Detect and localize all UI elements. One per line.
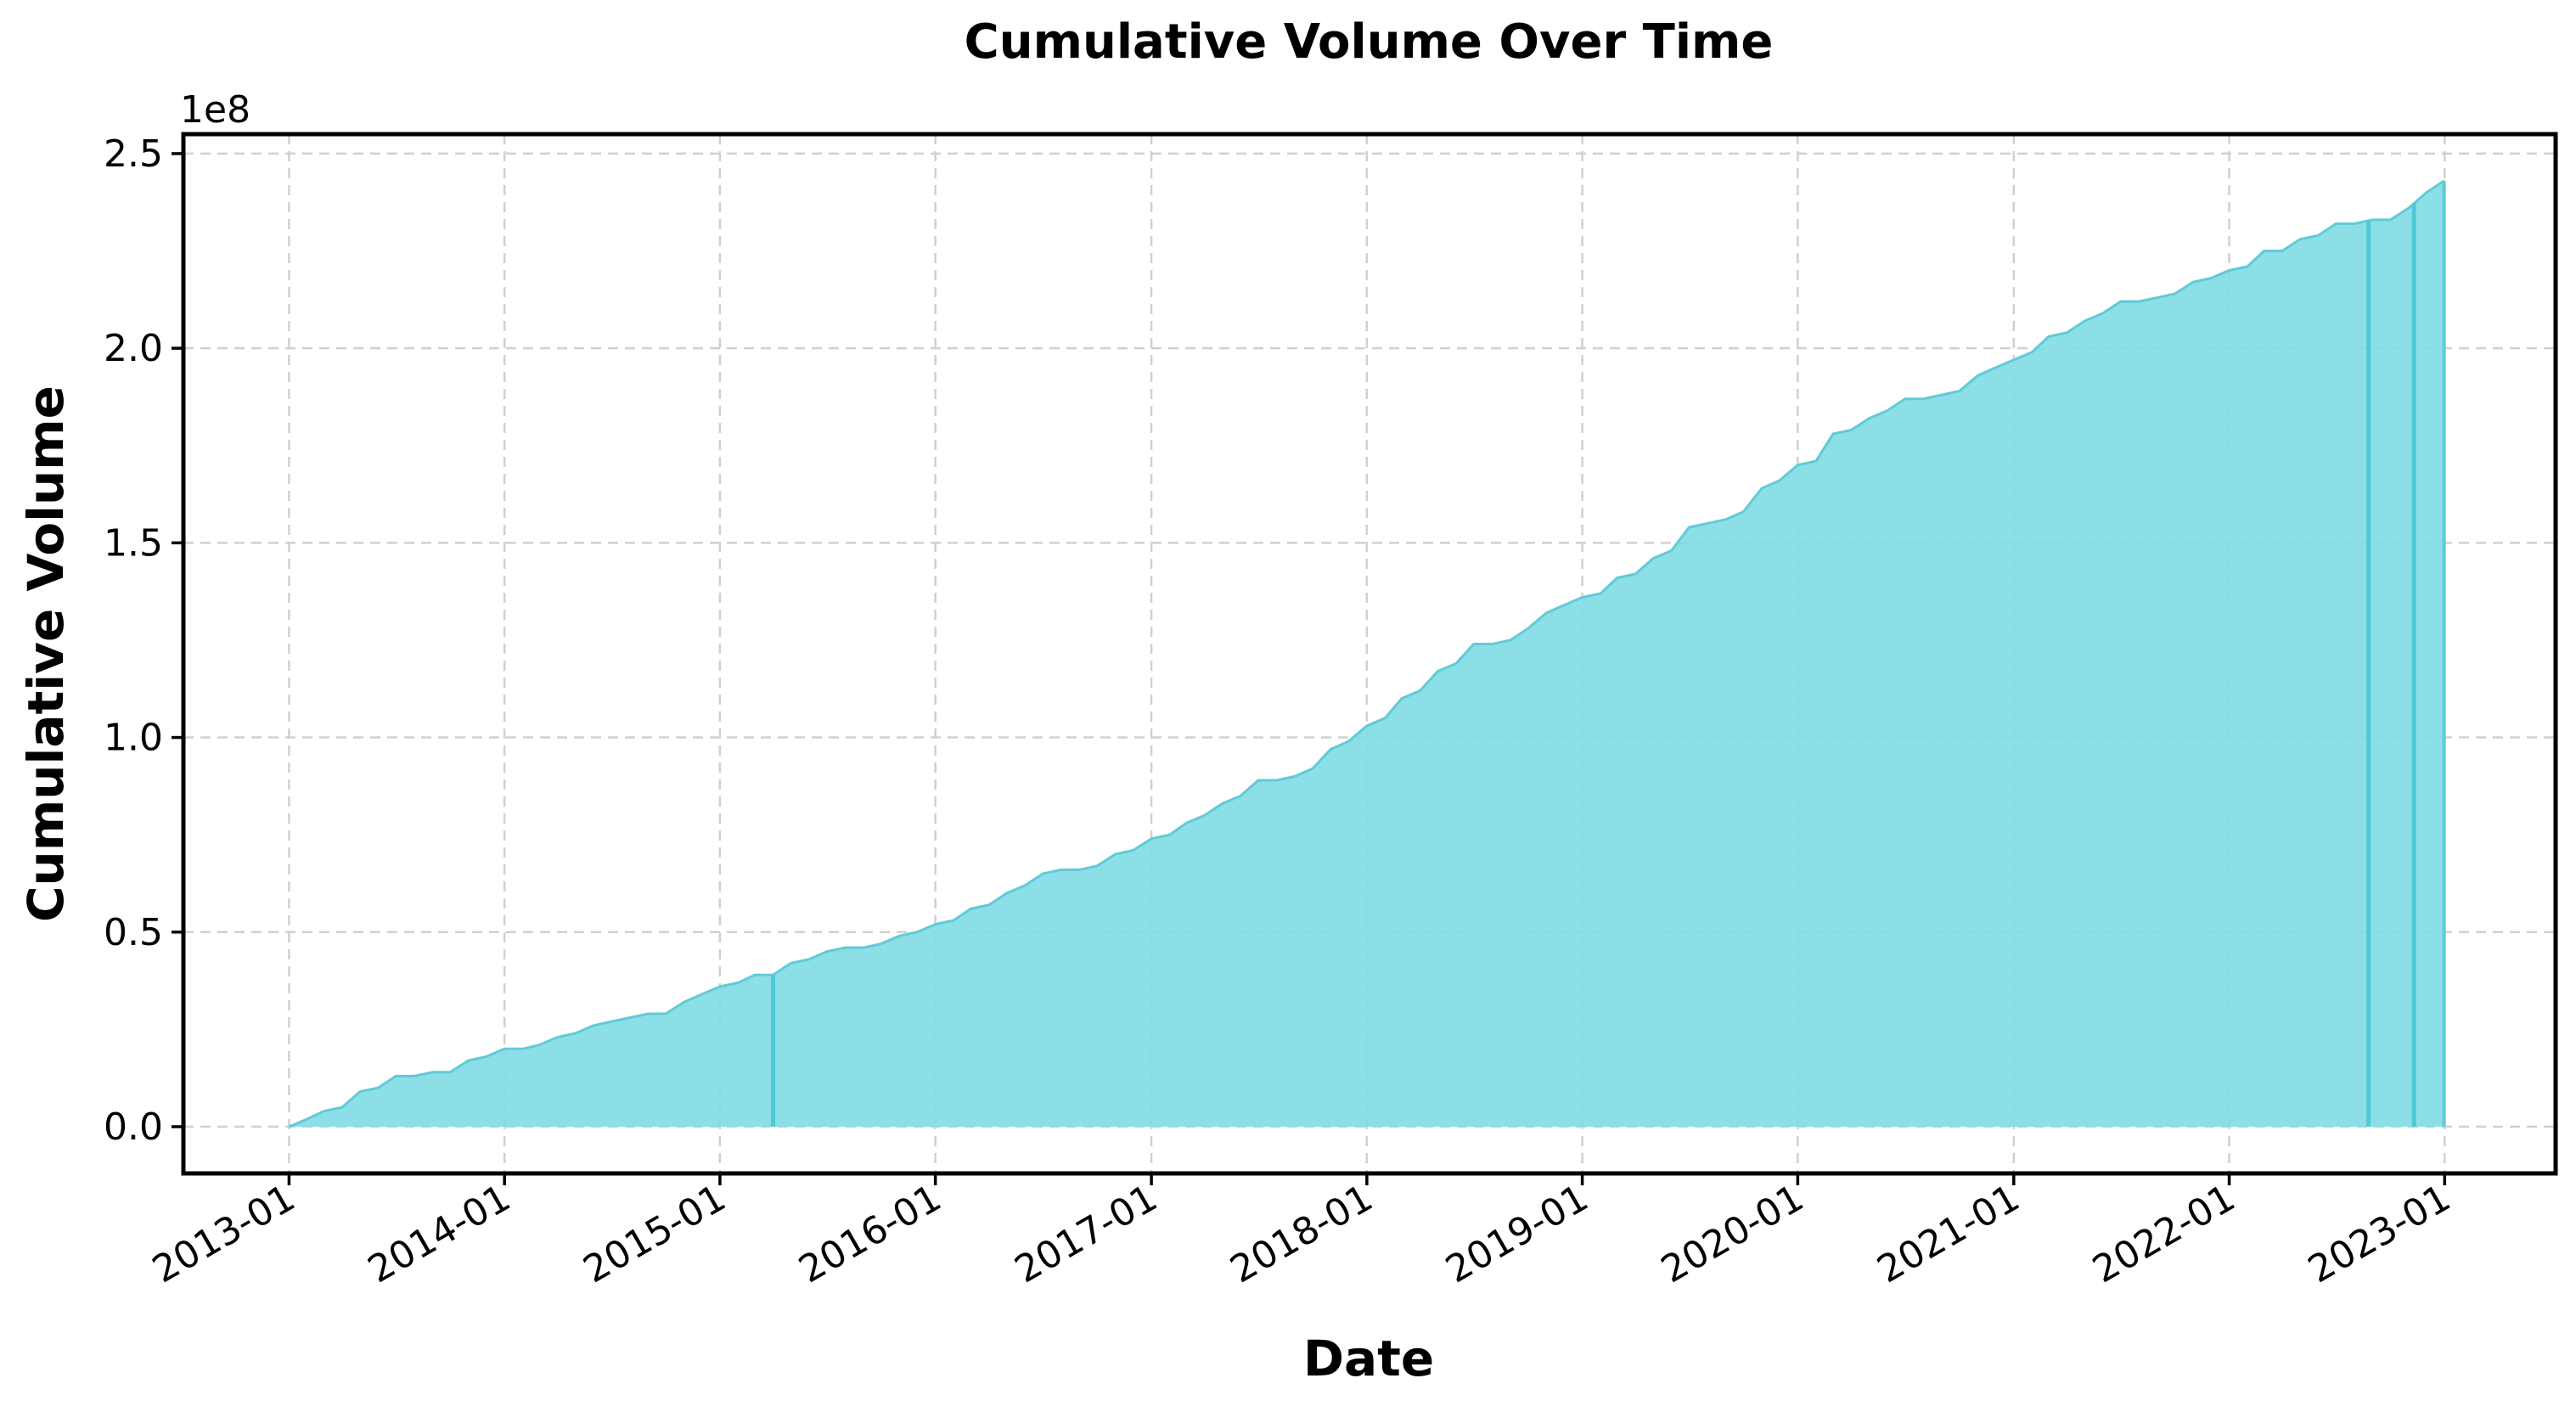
x-axis-label: Date	[1303, 1330, 1434, 1387]
x-tick-label: 2015-01	[577, 1176, 734, 1291]
y-tick-label: 0.0	[104, 1105, 163, 1149]
vertical-markers	[771, 203, 2416, 1127]
x-tick-label: 2013-01	[145, 1176, 302, 1291]
y-axis: 0.0 0.5 1.0 1.5 2.0 2.5	[104, 132, 183, 1149]
y-axis-label: Cumulative Volume	[17, 385, 75, 922]
y-tick-label: 1.0	[104, 717, 163, 760]
area-line-series-0	[288, 179, 2445, 1128]
x-tick-label: 2021-01	[1870, 1176, 2028, 1291]
area-fill-series-0	[289, 181, 2444, 1127]
x-axis: 2013-01 2014-01 2015-01 2016-01 2017-01 2018-…	[145, 1173, 2458, 1291]
x-tick-label: 2023-01	[2301, 1176, 2458, 1291]
y-tick-label: 2.0	[104, 327, 163, 370]
x-tick-label: 2019-01	[1438, 1176, 1595, 1291]
plot-area	[288, 179, 2446, 1128]
x-tick-label: 2020-01	[1654, 1176, 1811, 1291]
x-tick-label: 2017-01	[1008, 1176, 1165, 1291]
y-tick-label: 2.5	[104, 132, 163, 176]
axes-frame	[181, 132, 2558, 1176]
x-tick-label: 2016-01	[791, 1176, 948, 1291]
x-tick-label: 2018-01	[1223, 1176, 1381, 1291]
y-axis-offset-label: 1e8	[180, 88, 250, 132]
chart-title: Cumulative Volume Over Time	[965, 14, 1774, 70]
y-tick-label: 1.5	[104, 521, 163, 565]
x-tick-label: 2022-01	[2085, 1176, 2242, 1291]
y-tick-label: 0.5	[104, 911, 163, 954]
x-tick-label: 2014-01	[361, 1176, 518, 1291]
